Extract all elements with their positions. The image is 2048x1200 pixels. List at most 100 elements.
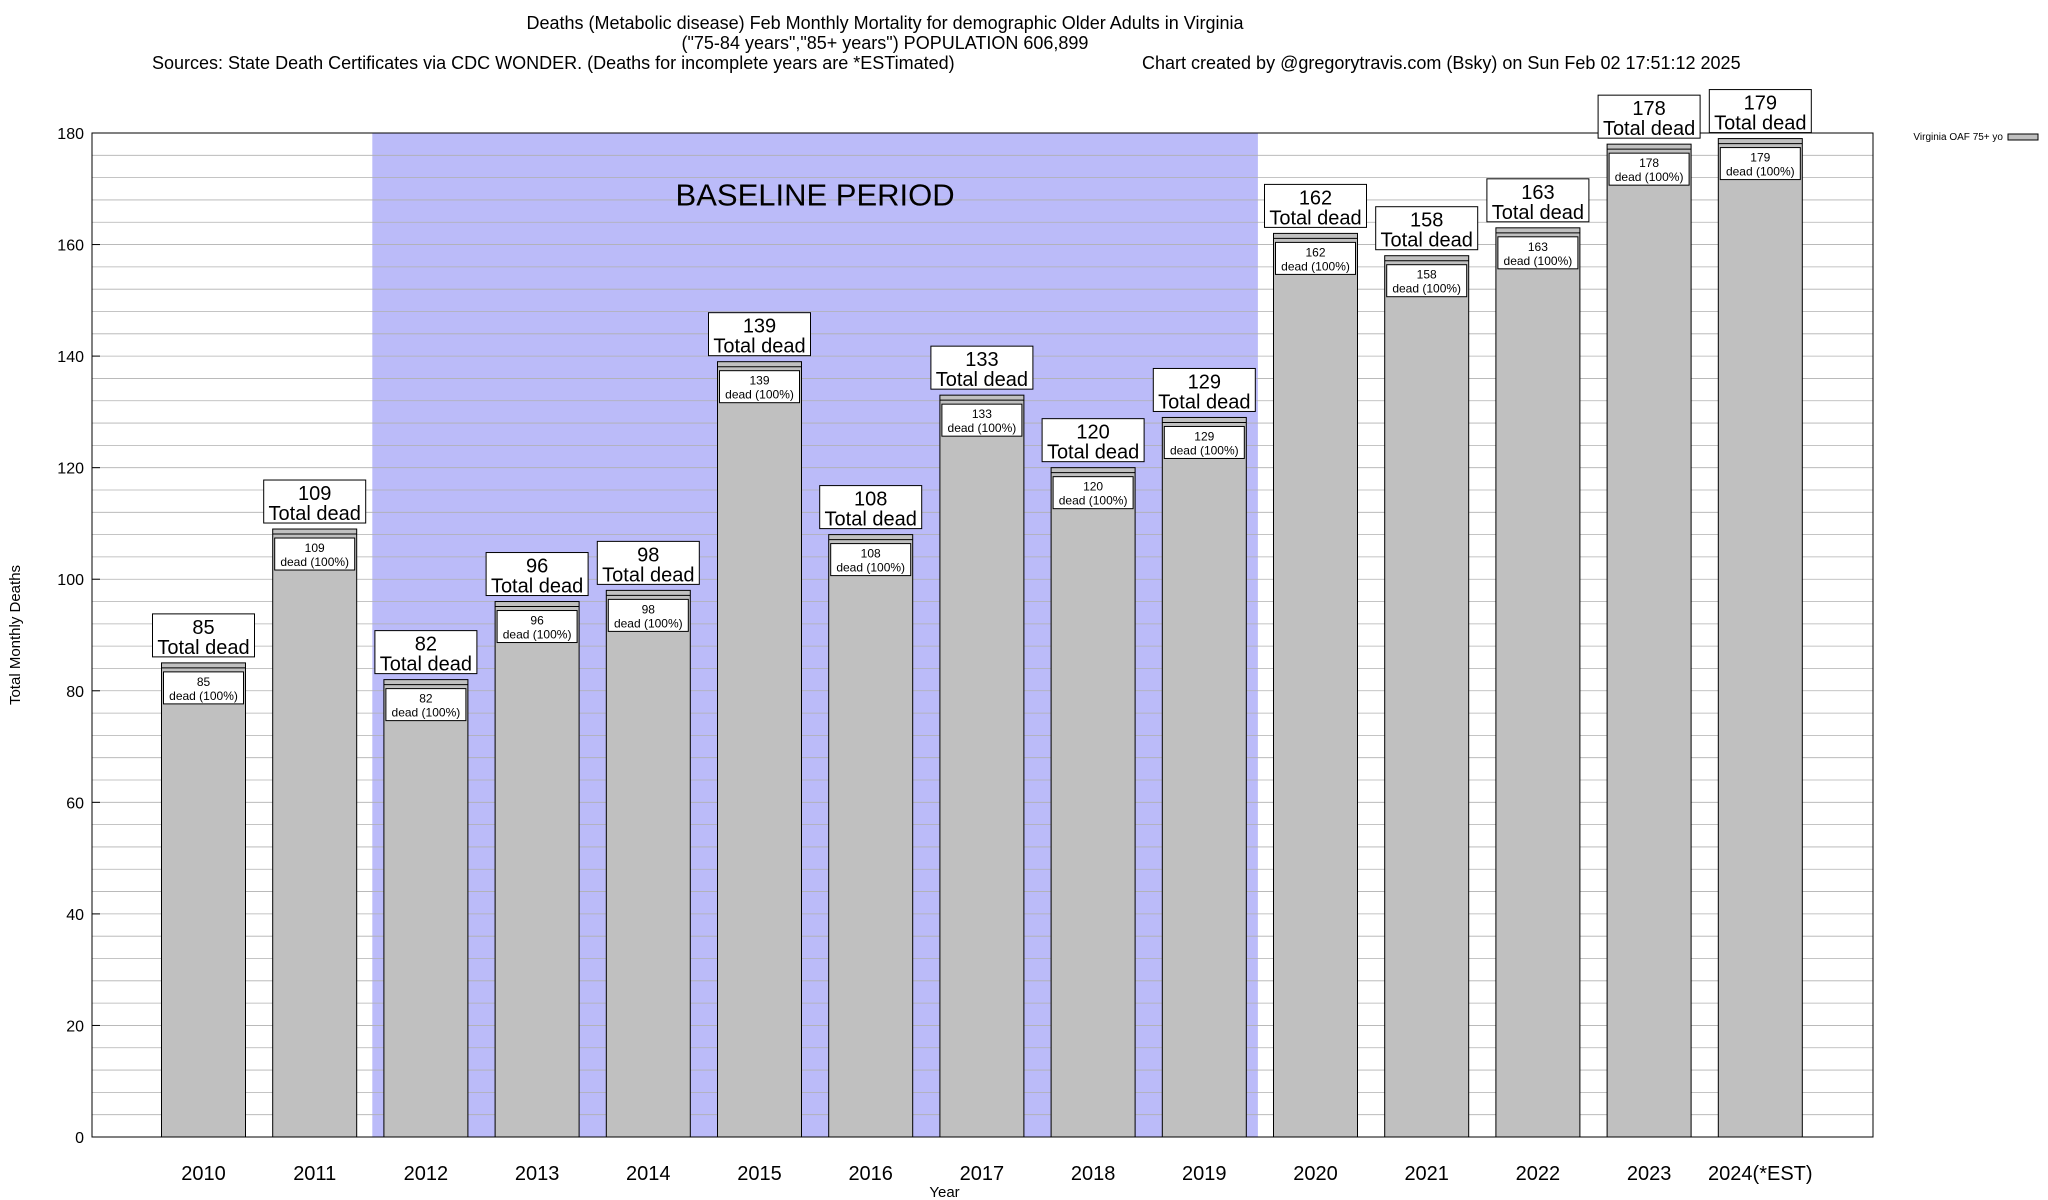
total-dead-label: Total dead <box>602 564 694 586</box>
x-tick-label: 2019 <box>1182 1163 1227 1185</box>
x-tick-label: 2015 <box>737 1163 782 1185</box>
inner-value-label: 179 <box>1750 151 1770 165</box>
inner-label-box <box>607 598 689 632</box>
y-tick-label: 180 <box>57 126 84 143</box>
total-dead-label: Total dead <box>713 336 805 358</box>
total-value-label: 162 <box>1299 187 1332 209</box>
inner-value-label: 139 <box>749 374 769 388</box>
total-value-label: 120 <box>1076 422 1109 444</box>
inner-value-label: 82 <box>419 692 433 706</box>
total-value-label: 98 <box>637 544 659 566</box>
inner-percent-label: dead (100%) <box>725 388 794 402</box>
inner-label-box <box>941 403 1023 437</box>
bar-2018 <box>1050 467 1136 1138</box>
inner-label-box <box>274 537 356 571</box>
total-label-box <box>819 485 923 530</box>
total-label-box <box>1708 89 1812 134</box>
total-value-label: 85 <box>192 617 214 639</box>
chart-credit: Chart created by @gregorytravis.com (Bsk… <box>1142 53 1741 73</box>
total-dead-label: Total dead <box>825 509 917 531</box>
inner-label-box <box>1608 152 1690 186</box>
total-label-box <box>930 345 1034 390</box>
inner-percent-label: dead (100%) <box>1281 259 1350 273</box>
y-tick-label: 40 <box>66 907 84 924</box>
x-tick-label: 2013 <box>515 1163 560 1185</box>
bar-2020 <box>1273 232 1358 1138</box>
bar-2013 <box>494 601 580 1138</box>
total-value-label: 109 <box>298 483 331 505</box>
x-tick-label: 2012 <box>404 1163 449 1185</box>
total-dead-label: Total dead <box>380 654 472 676</box>
x-tick-label: 2017 <box>960 1163 1005 1185</box>
chart-title-line1: Deaths (Metabolic disease) Feb Monthly M… <box>526 13 1244 33</box>
x-tick-label: 2022 <box>1516 1163 1561 1185</box>
bar-2012 <box>383 679 469 1138</box>
inner-value-label: 162 <box>1305 245 1325 259</box>
legend-swatch <box>2007 133 2039 141</box>
inner-label-box <box>385 688 467 722</box>
total-dead-label: Total dead <box>1492 202 1584 224</box>
bar-2021 <box>1384 255 1470 1138</box>
total-dead-label: Total dead <box>491 576 583 598</box>
y-tick-label: 80 <box>66 684 84 701</box>
inner-value-label: 133 <box>972 407 992 421</box>
total-dead-label: Total dead <box>1047 442 1139 464</box>
total-label-box <box>1264 183 1367 228</box>
bar-2010 <box>161 662 246 1138</box>
y-axis-label: Total Monthly Deaths <box>7 565 24 705</box>
total-value-label: 129 <box>1188 371 1221 393</box>
baseline-period-label: BASELINE PERIOD <box>676 178 955 213</box>
total-label-box <box>152 613 255 658</box>
total-label-box <box>596 540 700 585</box>
legend-label: Virginia OAF 75+ yo <box>1913 132 2003 143</box>
x-tick-label: 2014 <box>626 1163 671 1185</box>
bar-2011 <box>272 528 358 1138</box>
inner-value-label: 129 <box>1194 429 1214 443</box>
x-tick-label: 2024(*EST) <box>1708 1163 1813 1185</box>
inner-label-box <box>163 671 244 705</box>
inner-value-label: 85 <box>197 675 211 689</box>
chart-sources: Sources: State Death Certificates via CD… <box>152 53 955 73</box>
x-tick-label: 2018 <box>1071 1163 1116 1185</box>
total-value-label: 163 <box>1521 182 1554 204</box>
total-value-label: 108 <box>854 489 887 511</box>
total-dead-label: Total dead <box>1714 113 1806 135</box>
inner-label-box <box>1163 425 1245 459</box>
inner-label-box <box>1052 476 1134 510</box>
total-dead-label: Total dead <box>1603 118 1695 140</box>
bar-2014 <box>605 589 691 1138</box>
y-tick-label: 140 <box>57 349 84 366</box>
x-tick-label: 2010 <box>181 1163 226 1185</box>
inner-percent-label: dead (100%) <box>836 561 905 575</box>
inner-value-label: 108 <box>861 547 881 561</box>
total-value-label: 158 <box>1410 210 1443 232</box>
inner-percent-label: dead (100%) <box>1615 170 1684 184</box>
total-label-box <box>374 630 478 675</box>
inner-value-label: 96 <box>530 614 544 628</box>
total-dead-label: Total dead <box>269 503 361 525</box>
total-value-label: 178 <box>1632 98 1665 120</box>
inner-value-label: 163 <box>1528 240 1548 254</box>
inner-value-label: 178 <box>1639 156 1659 170</box>
inner-percent-label: dead (100%) <box>1059 494 1128 508</box>
x-tick-label: 2016 <box>848 1163 893 1185</box>
inner-percent-label: dead (100%) <box>392 706 461 720</box>
total-label-box <box>1597 94 1701 139</box>
inner-percent-label: dead (100%) <box>948 421 1017 435</box>
x-tick-label: 2021 <box>1404 1163 1449 1185</box>
bar-2019 <box>1161 416 1247 1138</box>
inner-value-label: 98 <box>642 602 656 616</box>
y-tick-label: 120 <box>57 461 84 478</box>
inner-percent-label: dead (100%) <box>1504 254 1573 268</box>
total-value-label: 96 <box>526 556 548 578</box>
total-value-label: 139 <box>743 316 776 338</box>
y-tick-label: 160 <box>57 238 84 255</box>
total-dead-label: Total dead <box>1158 391 1250 413</box>
inner-label-box <box>496 610 578 644</box>
inner-percent-label: dead (100%) <box>1726 165 1795 179</box>
y-tick-label: 20 <box>66 1018 84 1035</box>
x-tick-label: 2011 <box>293 1163 336 1185</box>
inner-label-box <box>1497 236 1579 270</box>
y-tick-label: 60 <box>66 795 84 812</box>
